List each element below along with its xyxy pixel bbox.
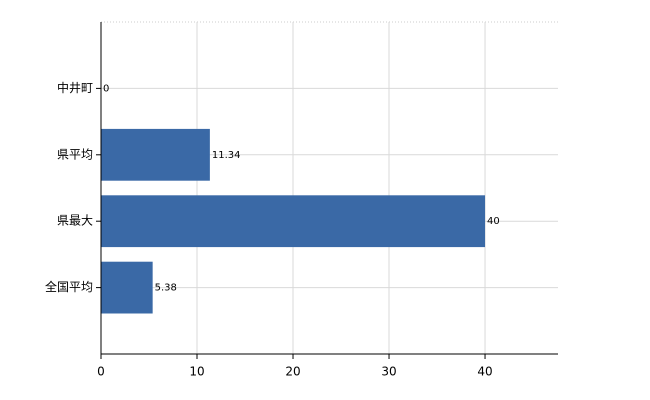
y-tick-label: 県平均 — [57, 147, 93, 161]
x-tick-label: 10 — [189, 365, 204, 379]
x-tick-label: 30 — [381, 365, 396, 379]
bar — [101, 128, 210, 181]
bar — [101, 261, 153, 314]
x-tick-label: 0 — [97, 365, 105, 379]
value-label: 11.34 — [212, 150, 241, 161]
y-tick-label: 全国平均 — [45, 279, 93, 294]
x-tick-label: 20 — [285, 365, 300, 379]
value-label: 5.38 — [155, 283, 177, 294]
value-label: 0 — [103, 83, 109, 94]
value-label: 40 — [487, 216, 500, 227]
y-tick-label: 中井町 — [57, 80, 93, 95]
y-tick-label: 県最大 — [57, 214, 93, 228]
bar — [101, 195, 486, 248]
x-tick-label: 40 — [477, 365, 492, 379]
